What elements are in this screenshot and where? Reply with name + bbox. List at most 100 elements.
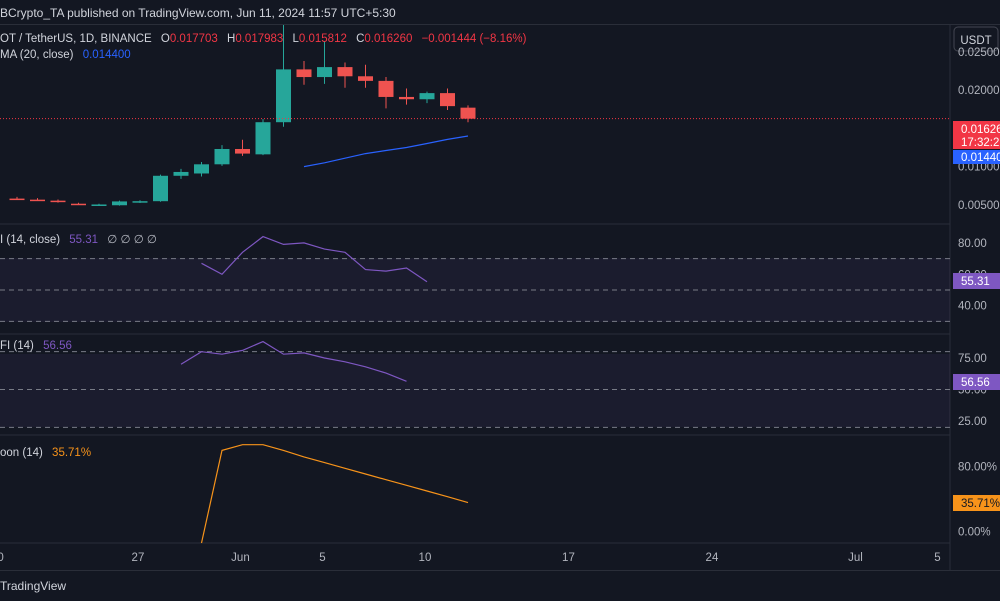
y-tick-label: 0.01000 bbox=[958, 162, 1000, 174]
open-value: 0.017703 bbox=[170, 33, 218, 45]
candle bbox=[50, 199, 66, 203]
published-text: BCrypto_TA published on TradingView.com,… bbox=[0, 6, 396, 20]
x-tick-label: 27 bbox=[132, 552, 145, 564]
candle bbox=[9, 196, 25, 201]
candle bbox=[30, 198, 45, 202]
mfi-tag-value: 56.56 bbox=[961, 377, 990, 389]
y-tick-label: 0.00500 bbox=[958, 200, 1000, 212]
candles bbox=[9, 25, 476, 206]
svg-text:MA (20, close) 0.014400: MA (20, close) 0.014400 bbox=[0, 49, 131, 61]
mfi-legend-label: FI (14) bbox=[0, 340, 34, 352]
y-tick-label: 0.00% bbox=[958, 527, 991, 539]
last-price-value: 0.01626 bbox=[961, 124, 1000, 136]
sma-legend-label: MA (20, close) bbox=[0, 49, 74, 61]
candle-body bbox=[153, 175, 168, 202]
chart-canvas[interactable]: USDT 0.025000.020000.015000.010000.00500… bbox=[0, 25, 1000, 570]
candle-body bbox=[317, 67, 332, 78]
mfi-value-tag: 56.56 bbox=[953, 374, 1000, 390]
last-price-tag: 0.01626 17:32:2 bbox=[953, 121, 1000, 149]
rsi-line bbox=[201, 235, 428, 283]
mfi-line bbox=[180, 340, 407, 382]
aroon-tag-value: 35.71% bbox=[961, 498, 1000, 510]
y-tick-label: 25.00 bbox=[958, 416, 987, 428]
candle-body bbox=[235, 148, 250, 154]
indicator-lines bbox=[180, 135, 469, 544]
candle bbox=[214, 145, 230, 166]
currency-button[interactable]: USDT bbox=[953, 26, 999, 52]
candle bbox=[440, 88, 455, 110]
x-tick-label: 24 bbox=[706, 552, 719, 564]
y-tick-label: 75.00 bbox=[958, 353, 987, 365]
rsi-value-tag: 55.31 bbox=[953, 273, 1000, 289]
footer-brand: TradingView bbox=[0, 579, 67, 593]
aroon-line bbox=[200, 444, 469, 544]
candle-body bbox=[30, 199, 45, 202]
candle-body bbox=[399, 96, 414, 100]
candle-body bbox=[276, 69, 291, 123]
aroon-legend: oon (14) 35.71% bbox=[0, 447, 91, 459]
candle bbox=[337, 62, 353, 88]
rsi-legend-label: I (14, close) bbox=[0, 234, 60, 246]
candle bbox=[173, 168, 189, 179]
high-key: H bbox=[227, 33, 235, 45]
rsi-band-fill bbox=[0, 258, 950, 322]
candle-body bbox=[173, 171, 189, 176]
sma-line bbox=[303, 135, 469, 168]
candle-body bbox=[50, 200, 66, 203]
candle bbox=[132, 200, 148, 203]
candle bbox=[91, 203, 107, 206]
rsi-tag-value: 55.31 bbox=[961, 276, 990, 288]
candle bbox=[399, 88, 414, 105]
sma-tag-value: 0.01440 bbox=[961, 152, 1000, 164]
close-key: C bbox=[356, 33, 364, 45]
candle bbox=[71, 202, 86, 206]
sma-legend-value: 0.014400 bbox=[83, 49, 131, 61]
candle-body bbox=[112, 201, 127, 206]
main-legend: OT / TetherUS, 1D, BINANCE O0.017703 H0.… bbox=[0, 33, 527, 61]
candle-body bbox=[296, 69, 312, 78]
price-axis: 0.025000.020000.015000.010000.0050080.00… bbox=[958, 47, 1000, 539]
x-tick-label: Jul bbox=[848, 552, 863, 564]
rsi-legend-value: 55.31 bbox=[69, 234, 98, 246]
y-tick-label: 0.02000 bbox=[958, 85, 1000, 97]
change-value: −0.001444 (−8.16%) bbox=[422, 33, 527, 45]
svg-text:OT / TetherUS, 1D, BINANCE: OT / TetherUS, 1D, BINANCE O0.017703 H0.… bbox=[0, 33, 527, 45]
published-header: BCrypto_TA published on TradingView.com,… bbox=[0, 0, 1000, 25]
aroon-value-tag: 35.71% bbox=[953, 495, 1000, 511]
candle bbox=[153, 174, 168, 202]
mfi-band-fill bbox=[0, 354, 950, 427]
candle-body bbox=[71, 203, 86, 206]
x-tick-label: 5 bbox=[319, 552, 325, 564]
candle bbox=[235, 139, 250, 156]
currency-button-label[interactable]: USDT bbox=[960, 35, 991, 47]
low-key: L bbox=[293, 33, 300, 45]
high-value: 0.017983 bbox=[235, 33, 283, 45]
candle-body bbox=[255, 122, 271, 155]
open-key: O bbox=[161, 33, 170, 45]
candle bbox=[296, 60, 312, 85]
candle-body bbox=[214, 148, 230, 165]
sma-price-tag: 0.01440 bbox=[953, 150, 1000, 164]
x-tick-label: 17 bbox=[562, 552, 575, 564]
mfi-legend: FI (14) 56.56 bbox=[0, 340, 72, 352]
candle bbox=[317, 41, 332, 84]
candle bbox=[358, 64, 373, 88]
candle-body bbox=[194, 164, 209, 174]
candle-body bbox=[440, 93, 455, 107]
aroon-legend-label: oon (14) bbox=[0, 447, 43, 459]
candle-body bbox=[337, 67, 353, 77]
candle-body bbox=[358, 76, 373, 81]
x-tick-label: Jun bbox=[231, 552, 250, 564]
y-tick-label: 80.00 bbox=[958, 238, 987, 250]
candle-body bbox=[132, 201, 148, 203]
close-value: 0.016260 bbox=[364, 33, 412, 45]
candle bbox=[460, 105, 476, 123]
candle bbox=[112, 200, 127, 206]
footer: TradingView bbox=[0, 570, 1000, 601]
y-tick-label: 40.00 bbox=[958, 301, 987, 313]
rsi-legend-extra: ∅ ∅ ∅ ∅ bbox=[107, 234, 157, 246]
rsi-legend: I (14, close) 55.31 ∅ ∅ ∅ ∅ bbox=[0, 234, 157, 246]
candle bbox=[419, 91, 435, 104]
x-tick-label: 10 bbox=[419, 552, 432, 564]
time-axis: 0 27 Jun 5 10 17 24 Jul 5 bbox=[0, 552, 941, 564]
